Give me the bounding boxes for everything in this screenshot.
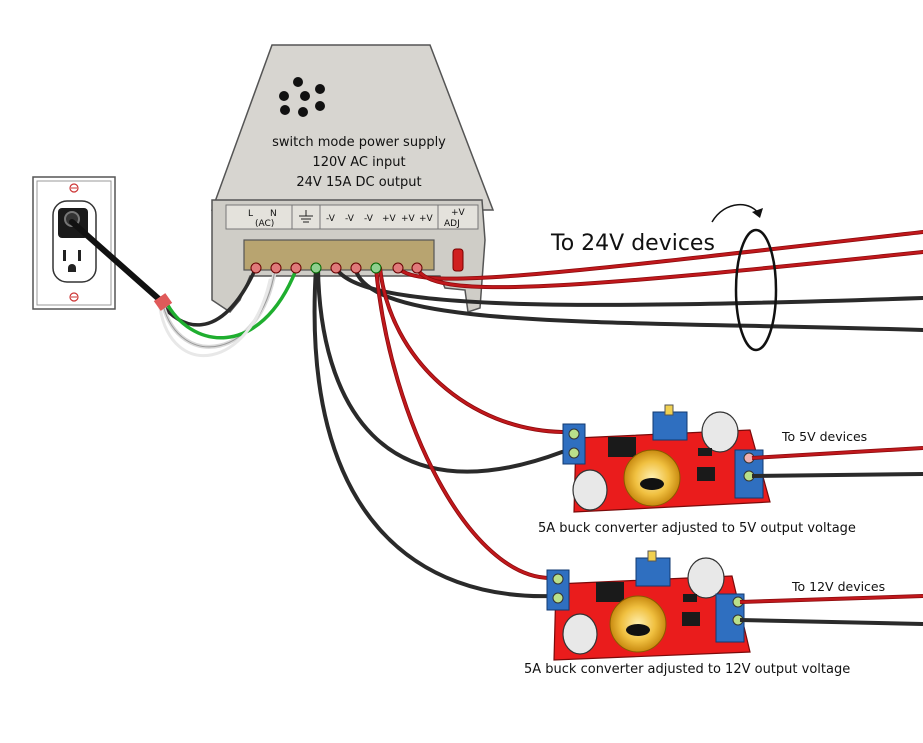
term-N: N — [270, 209, 277, 219]
label-converter-5v: 5A buck converter adjusted to 5V output … — [538, 521, 856, 536]
wires-5v-out — [751, 446, 923, 478]
wires-24v — [334, 230, 923, 332]
term-ac: (AC) — [255, 219, 274, 229]
term-plus-1: +V — [382, 214, 397, 224]
buck-converter-5v — [562, 404, 771, 513]
wires-converters — [312, 266, 564, 599]
term-plus-2: +V — [401, 214, 416, 224]
term-L: L — [248, 209, 253, 219]
term-minus-2: -V — [345, 214, 355, 224]
psu-output-spec: 24V 15A DC output — [296, 175, 421, 190]
term-adj-top: +V — [451, 208, 466, 218]
label-to-24v: To 24V devices — [550, 231, 715, 256]
term-adj-bottom: ADJ — [444, 219, 460, 229]
buck-converter-12v — [546, 550, 751, 661]
wires-ac — [69, 219, 298, 358]
label-to-5v: To 5V devices — [781, 429, 867, 444]
vent-holes — [279, 77, 325, 117]
ground-symbol-icon — [299, 210, 313, 223]
label-converter-12v: 5A buck converter adjusted to 12V output… — [524, 662, 850, 677]
wires-12v-out — [739, 594, 923, 626]
terminal-screws — [250, 262, 423, 274]
term-minus-3: -V — [364, 214, 374, 224]
psu-input-spec: 120V AC input — [312, 155, 405, 170]
wall-outlet-icon — [32, 176, 116, 310]
bundle-24v-marker — [711, 203, 778, 352]
term-minus-1: -V — [326, 214, 336, 224]
power-supply-unit: switch mode power supply 120V AC input 2… — [210, 44, 495, 313]
label-to-12v: To 12V devices — [791, 579, 885, 594]
term-plus-3: +V — [419, 214, 434, 224]
psu-title: switch mode power supply — [272, 135, 446, 150]
